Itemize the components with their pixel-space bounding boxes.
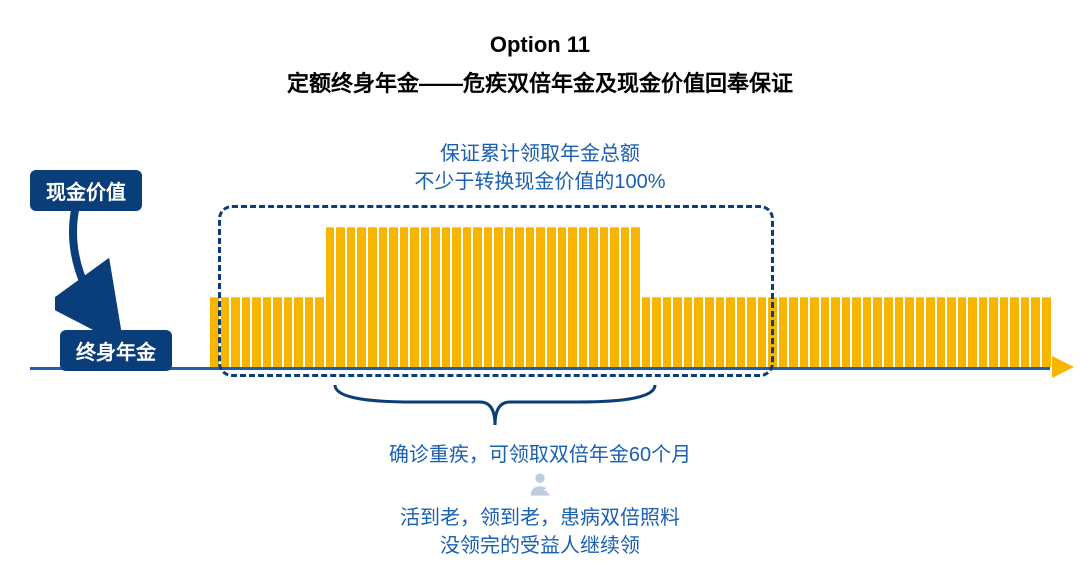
bar: [684, 297, 693, 367]
bar: [284, 297, 293, 367]
bar: [263, 297, 272, 367]
annotation-bottom-line1: 活到老，领到老，患病双倍照料: [0, 504, 1080, 532]
annotation-bottom: 活到老，领到老，患病双倍照料 没领完的受益人继续领: [0, 504, 1080, 560]
bar: [315, 297, 324, 367]
bar: [905, 297, 914, 367]
bar: [400, 227, 409, 367]
bar: [947, 297, 956, 367]
bar: [357, 227, 366, 367]
bar: [979, 297, 988, 367]
bar: [221, 297, 230, 367]
bar: [968, 297, 977, 367]
bar: [758, 297, 767, 367]
bar: [305, 297, 314, 367]
bar: [589, 227, 598, 367]
bar: [652, 297, 661, 367]
bar: [642, 297, 651, 367]
bar: [505, 227, 514, 367]
baseline: [30, 367, 1050, 370]
bar-series: [210, 227, 1050, 367]
bar: [536, 227, 545, 367]
lifelong-annuity-badge: 终身年金: [60, 330, 172, 371]
bar: [442, 227, 451, 367]
bar: [410, 227, 419, 367]
bar: [895, 297, 904, 367]
bar: [631, 227, 640, 367]
bar: [810, 297, 819, 367]
bar: [926, 297, 935, 367]
bar: [347, 227, 356, 367]
bar: [515, 227, 524, 367]
bar: [252, 297, 261, 367]
bar: [694, 297, 703, 367]
bar: [916, 297, 925, 367]
bar: [600, 227, 609, 367]
bar: [958, 297, 967, 367]
bar: [568, 227, 577, 367]
bar: [494, 227, 503, 367]
bar: [726, 297, 735, 367]
bar: [1031, 297, 1040, 367]
title-line1: Option 11: [0, 32, 1080, 58]
bar: [1021, 297, 1030, 367]
person-medical-icon: [526, 470, 554, 498]
bar: [842, 297, 851, 367]
bar: [800, 297, 809, 367]
bar: [452, 227, 461, 367]
bar: [421, 227, 430, 367]
bar: [1000, 297, 1009, 367]
bar: [379, 227, 388, 367]
annotation-mid: 确诊重疾，可领取双倍年金60个月: [0, 438, 1080, 467]
bar: [989, 297, 998, 367]
bar: [831, 297, 840, 367]
bar: [547, 227, 556, 367]
bar: [368, 227, 377, 367]
annotation-top-line2: 不少于转换现金价值的100%: [0, 168, 1080, 196]
bar: [747, 297, 756, 367]
bar: [526, 227, 535, 367]
bar: [1042, 297, 1051, 367]
bar: [326, 227, 335, 367]
bar: [242, 297, 251, 367]
bar: [558, 227, 567, 367]
bar: [210, 297, 219, 367]
bar: [716, 297, 725, 367]
bar: [852, 297, 861, 367]
bar: [789, 297, 798, 367]
bar: [884, 297, 893, 367]
bar: [873, 297, 882, 367]
bar: [705, 297, 714, 367]
bar: [937, 297, 946, 367]
annotation-top: 保证累计领取年金总额 不少于转换现金价值的100%: [0, 140, 1080, 196]
title-block: Option 11 定额终身年金——危疾双倍年金及现金价值回奉保证: [0, 32, 1080, 98]
bar: [473, 227, 482, 367]
bar: [779, 297, 788, 367]
title-line2: 定额终身年金——危疾双倍年金及现金价值回奉保证: [0, 66, 1080, 98]
bar: [463, 227, 472, 367]
annotation-top-line1: 保证累计领取年金总额: [0, 140, 1080, 168]
bar: [389, 227, 398, 367]
bar: [273, 297, 282, 367]
arrow-right-icon: [1052, 356, 1074, 378]
bar: [621, 227, 630, 367]
bar: [579, 227, 588, 367]
bar: [663, 297, 672, 367]
bar: [737, 297, 746, 367]
bar: [863, 297, 872, 367]
bar: [336, 227, 345, 367]
bar: [821, 297, 830, 367]
annotation-bottom-line2: 没领完的受益人继续领: [0, 532, 1080, 560]
bar: [610, 227, 619, 367]
bar: [431, 227, 440, 367]
bar: [294, 297, 303, 367]
bar: [1010, 297, 1019, 367]
bar: [673, 297, 682, 367]
bar: [768, 297, 777, 367]
cash-to-annuity-arrow-icon: [55, 205, 145, 335]
bar: [484, 227, 493, 367]
bar: [231, 297, 240, 367]
double-period-brace-icon: [330, 380, 660, 430]
